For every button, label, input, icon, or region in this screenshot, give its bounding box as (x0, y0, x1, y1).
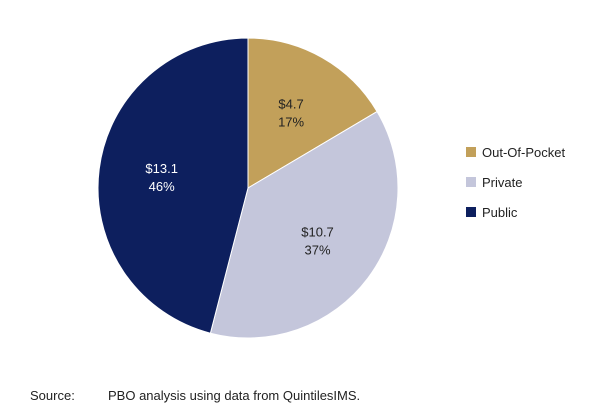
source-label: Source: (30, 388, 75, 403)
source-text: PBO analysis using data from QuintilesIM… (108, 388, 361, 403)
legend-swatch (466, 177, 476, 187)
legend-label: Out-Of-Pocket (482, 145, 565, 160)
legend: Out-Of-Pocket Private Public (466, 145, 565, 220)
slice-value-label: $10.7 (301, 224, 334, 239)
pie-slice-out-of-pocket (247, 37, 378, 189)
source-note: Source: PBO analysis using data from Qui… (30, 388, 360, 403)
slice-percent-label: 17% (278, 114, 304, 129)
legend-label: Private (482, 175, 522, 190)
pie-slice-public (97, 37, 249, 334)
slice-value-label: $4.7 (278, 96, 303, 111)
legend-swatch (466, 147, 476, 157)
legend-label: Public (482, 205, 518, 220)
pie-slices (97, 37, 399, 339)
pie-slice-private (209, 110, 399, 339)
slice-value-label: $13.1 (145, 161, 178, 176)
slice-percent-label: 37% (305, 242, 331, 257)
slice-percent-label: 46% (149, 179, 175, 194)
legend-swatch (466, 207, 476, 217)
slice-labels: $4.7 17% $10.7 37% $13.1 46% (145, 96, 333, 257)
